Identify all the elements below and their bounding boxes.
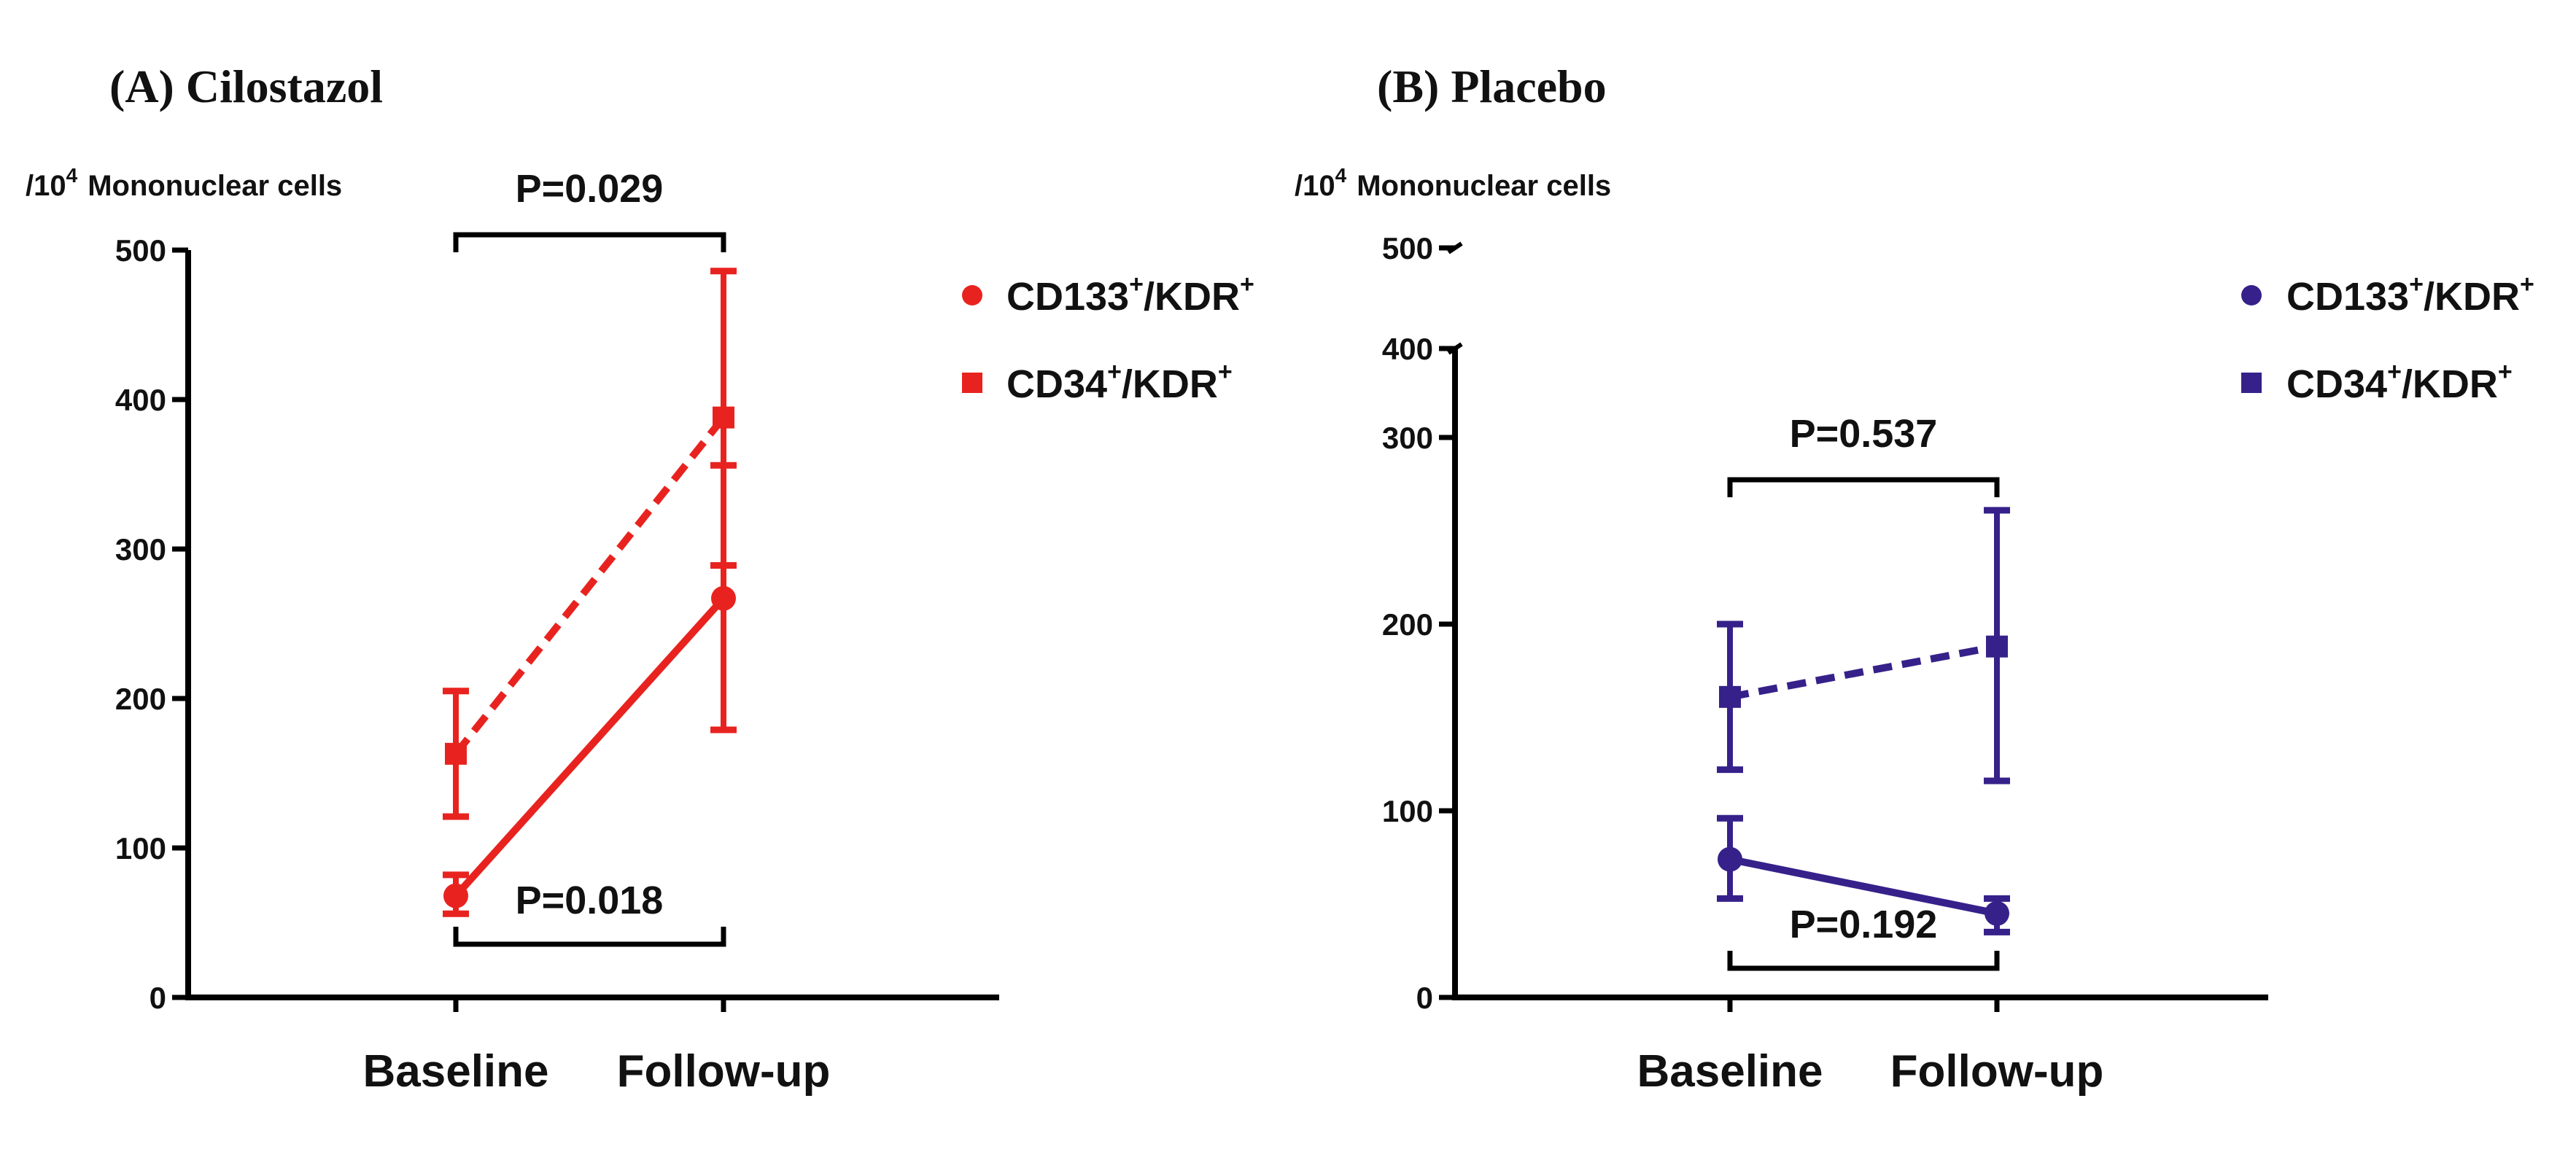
axis-break-mark-lower — [1447, 342, 1463, 355]
y-unit-prefix: /10 — [26, 170, 66, 202]
legend-text-base: CD133 — [2286, 275, 2409, 319]
legend-text-mid: /KDR — [1122, 362, 1218, 406]
legend-text-mid: /KDR — [2402, 362, 2498, 406]
legend-marker-circle — [962, 285, 982, 305]
significance-bracket-top — [453, 232, 726, 252]
data-point-circle — [1985, 900, 2009, 926]
legend-sup-2: + — [1218, 358, 1233, 386]
series-line-solid — [1729, 855, 1998, 917]
x-tick-label: Baseline — [1637, 1046, 1823, 1097]
y-unit-text: Mononuclear cells — [88, 170, 342, 202]
legend-marker-square — [962, 373, 982, 393]
x-tick-label: Follow-up — [617, 1046, 831, 1097]
legend-label: CD133+/KDR+ — [1006, 271, 1254, 319]
legend-sup-1: + — [2387, 358, 2402, 386]
panel-placebo: (B) Placebo /104 Mononuclear cells 0 100 20… — [1295, 61, 2534, 1097]
legend-marker-circle — [2241, 285, 2262, 305]
data-point-circle — [1718, 847, 1742, 872]
data-point-square — [445, 742, 467, 765]
p-value-label: P=0.018 — [516, 879, 664, 922]
axis-break-mark-upper — [1447, 241, 1463, 254]
y-unit-text: Mononuclear cells — [1357, 170, 1611, 202]
y-tick-label: 300 — [1382, 421, 1433, 455]
data-point-circle — [711, 585, 736, 611]
chart-title: (B) Placebo — [1377, 61, 1607, 112]
legend-label: CD34+/KDR+ — [1006, 358, 1233, 406]
x-tick-label: Baseline — [362, 1046, 548, 1097]
series-line-dashed — [1729, 642, 1998, 701]
legend-marker-square — [2241, 373, 2262, 393]
y-tick-label: 200 — [115, 682, 166, 716]
y-tick-label: 200 — [1382, 607, 1433, 642]
p-value-label: P=0.029 — [516, 167, 664, 211]
legend-sup-2: + — [2520, 271, 2534, 298]
y-tick-label: 500 — [115, 233, 166, 268]
y-tick-label: 0 — [150, 981, 166, 1015]
y-tick-label: 400 — [115, 383, 166, 417]
p-value-label: P=0.192 — [1790, 903, 1938, 946]
legend-sup-2: + — [1240, 271, 1254, 298]
y-tick-label: 100 — [115, 831, 166, 865]
data-point-circle — [443, 883, 468, 908]
legend-text-base: CD34 — [1006, 362, 1107, 406]
x-tick-label: Follow-up — [1890, 1046, 2104, 1097]
series-line-solid — [453, 596, 726, 898]
data-point-square — [1986, 635, 2008, 658]
significance-bracket-top — [1727, 477, 2000, 497]
legend-sup-1: + — [1107, 358, 1122, 386]
y-axis-unit-label: /104 Mononuclear cells — [26, 164, 342, 202]
data-point-square — [1719, 685, 1741, 708]
panel-cilostazol: (A) Cilostazol /104 Mononuclear cells 0 10… — [26, 61, 1254, 1097]
y-tick-label: 100 — [1382, 794, 1433, 828]
legend-text-base: CD34 — [2286, 362, 2387, 406]
y-tick-label: 0 — [1416, 981, 1433, 1015]
y-unit-exponent: 4 — [66, 164, 78, 187]
significance-bracket-bottom — [453, 927, 726, 947]
data-point-square — [713, 406, 734, 429]
y-unit-prefix: /10 — [1295, 170, 1335, 202]
p-value-label: P=0.537 — [1790, 412, 1938, 456]
legend-sup-2: + — [2498, 358, 2513, 386]
legend-text-mid: /KDR — [1144, 275, 1240, 319]
chart-title: (A) Cilostazol — [109, 61, 383, 112]
legend-label: CD133+/KDR+ — [2286, 271, 2534, 319]
legend-text-base: CD133 — [1006, 275, 1129, 319]
y-axis-unit-label: /104 Mononuclear cells — [1295, 164, 1611, 202]
y-tick-label: 500 — [1382, 231, 1433, 265]
legend-sup-1: + — [2409, 271, 2424, 298]
y-tick-label: 300 — [115, 532, 166, 567]
legend-sup-1: + — [1129, 271, 1144, 298]
legend-label: CD34+/KDR+ — [2286, 358, 2513, 406]
y-tick-label: 400 — [1382, 332, 1433, 366]
series-line-dashed — [453, 415, 726, 756]
significance-bracket-bottom — [1727, 951, 2000, 971]
y-unit-exponent: 4 — [1335, 164, 1347, 187]
legend-text-mid: /KDR — [2424, 275, 2520, 319]
